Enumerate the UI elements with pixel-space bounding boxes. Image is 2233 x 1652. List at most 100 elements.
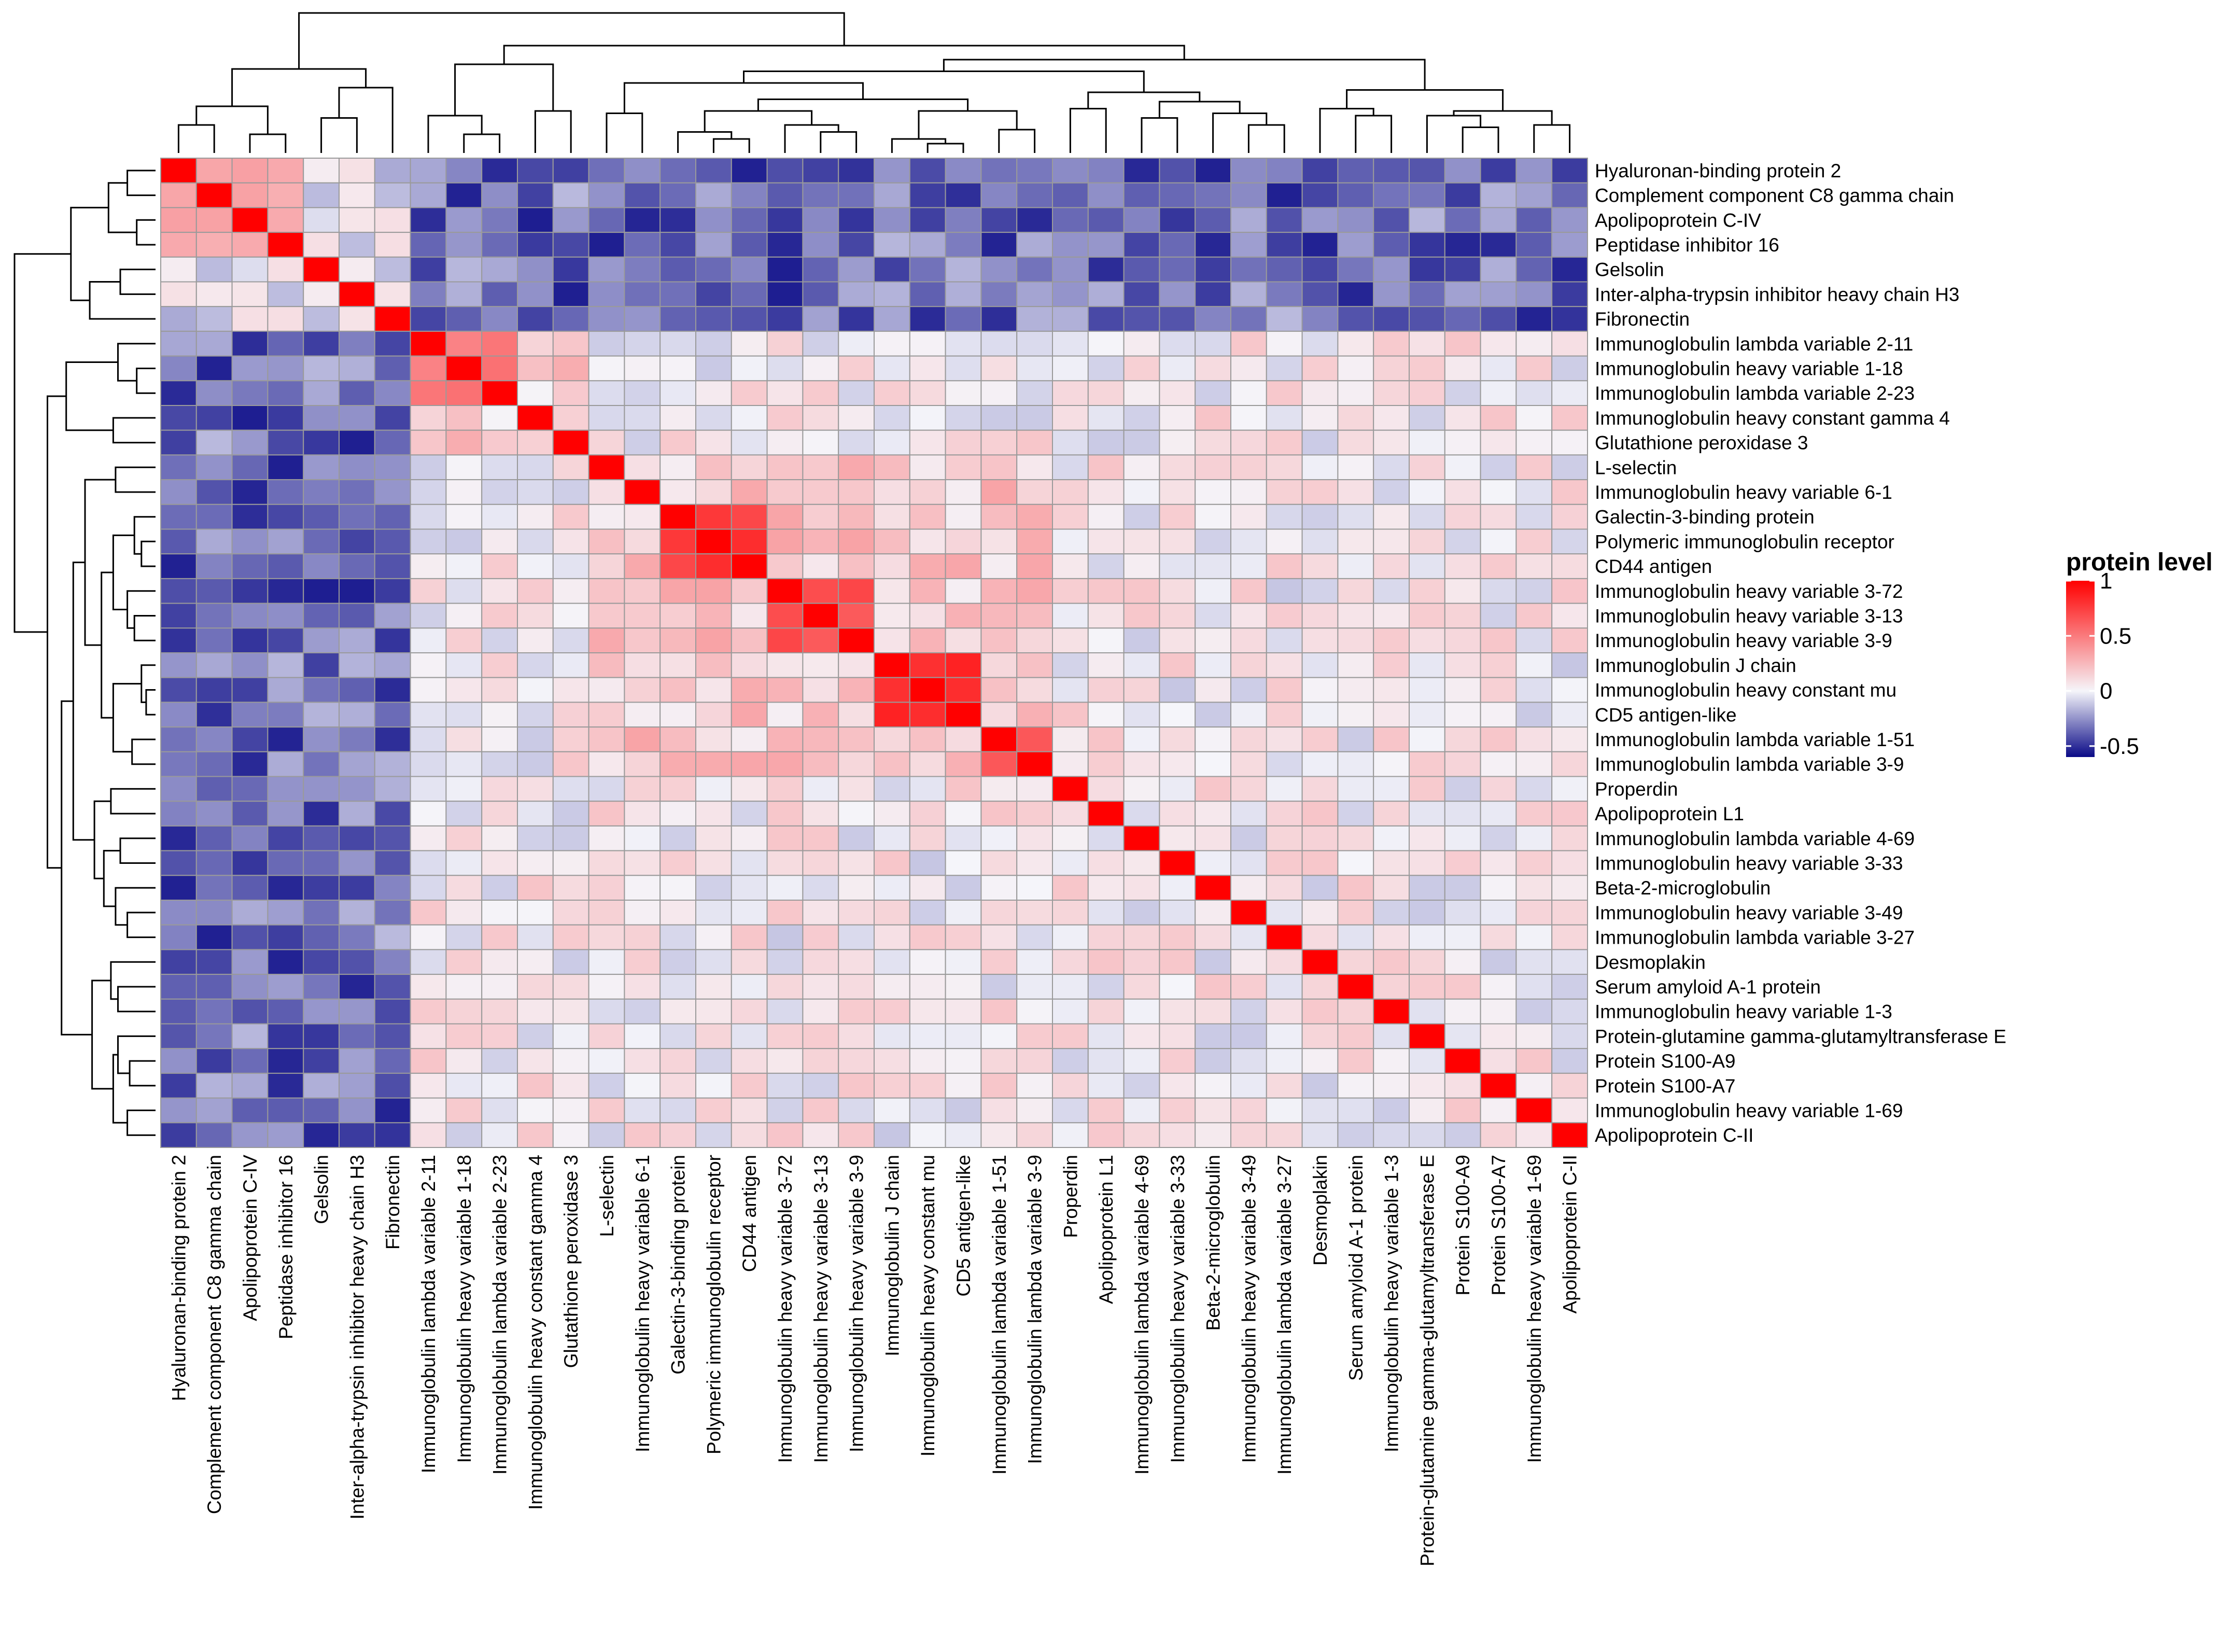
- heatmap-cell: [1230, 677, 1267, 703]
- heatmap-cell: [374, 1048, 411, 1074]
- heatmap-cell: [552, 900, 589, 926]
- heatmap-cell: [1195, 1048, 1231, 1074]
- heatmap-cell: [1123, 380, 1160, 406]
- row-label: Serum amyloid A-1 protein: [1595, 976, 1821, 998]
- heatmap-cell: [1266, 306, 1303, 332]
- heatmap-cell: [980, 1048, 1018, 1074]
- heatmap-cell: [410, 578, 447, 604]
- heatmap-cell: [231, 503, 269, 530]
- heatmap-cell: [766, 1072, 804, 1099]
- heatmap-cell: [374, 801, 411, 827]
- dendrogram-branch: [136, 219, 156, 246]
- heatmap-cell: [1266, 603, 1303, 629]
- heatmap-cell: [874, 751, 910, 777]
- heatmap-cell: [945, 1097, 982, 1124]
- heatmap-cell: [945, 801, 982, 827]
- heatmap-cell: [339, 677, 375, 703]
- legend-colorbar: [2066, 581, 2095, 757]
- dendrogram-branch: [145, 689, 156, 716]
- heatmap-cell: [160, 974, 197, 1000]
- heatmap-cell: [1230, 578, 1267, 604]
- heatmap-cell: [1301, 182, 1339, 208]
- heatmap-cell: [160, 306, 197, 332]
- heatmap-cell: [552, 974, 589, 1000]
- column-dendrogram: [177, 12, 1571, 153]
- heatmap-cell: [945, 330, 982, 357]
- heatmap-cell: [874, 825, 910, 851]
- heatmap-cell: [517, 726, 554, 752]
- heatmap-cell: [374, 553, 411, 579]
- heatmap-cell: [1159, 627, 1196, 654]
- heatmap-cell: [945, 232, 982, 258]
- heatmap-cell: [766, 232, 804, 258]
- heatmap-cell: [1159, 405, 1196, 431]
- heatmap-cell: [267, 1122, 304, 1149]
- heatmap-cell: [267, 751, 304, 777]
- heatmap-cell: [481, 553, 518, 579]
- heatmap-cell: [1515, 652, 1553, 678]
- heatmap-cell: [802, 850, 839, 876]
- heatmap-cell: [1301, 330, 1339, 357]
- dendrogram-branch: [1346, 89, 1504, 111]
- heatmap-cell: [1159, 578, 1196, 604]
- heatmap-cell: [374, 652, 411, 678]
- heatmap-cell: [695, 503, 732, 530]
- heatmap-cell: [1159, 1072, 1196, 1099]
- heatmap-cell: [231, 702, 269, 728]
- heatmap-cell: [874, 355, 910, 382]
- heatmap-cell: [874, 330, 910, 357]
- heatmap-cell: [1444, 924, 1481, 950]
- heatmap-cell: [1266, 355, 1303, 382]
- heatmap-cell: [1301, 1048, 1339, 1074]
- heatmap-cell: [1159, 1097, 1196, 1124]
- dendrogram-branch: [89, 281, 156, 320]
- heatmap-cell: [410, 677, 447, 703]
- heatmap-cell: [624, 751, 661, 777]
- heatmap-cell: [731, 1023, 768, 1049]
- heatmap-cell: [909, 776, 946, 802]
- heatmap-cell: [1444, 281, 1481, 307]
- heatmap-cell: [659, 949, 696, 975]
- heatmap-cell: [874, 232, 910, 258]
- heatmap-cell: [1016, 256, 1053, 283]
- heatmap-cell: [303, 801, 340, 827]
- heatmap-cell: [374, 726, 411, 752]
- heatmap-cell: [160, 998, 197, 1025]
- heatmap-cell: [874, 1023, 910, 1049]
- heatmap-cell: [1195, 232, 1231, 258]
- heatmap-cell: [1515, 949, 1553, 975]
- heatmap-cell: [1230, 924, 1267, 950]
- heatmap-cell: [1444, 1072, 1481, 1099]
- heatmap-cell: [1123, 949, 1160, 975]
- heatmap-cell: [1444, 1122, 1481, 1149]
- heatmap-cell: [945, 974, 982, 1000]
- heatmap-cell: [838, 875, 875, 901]
- heatmap-cell: [695, 281, 732, 307]
- heatmap-cell: [695, 603, 732, 629]
- heatmap-cell: [374, 1122, 411, 1149]
- heatmap-cell: [1123, 1023, 1160, 1049]
- heatmap-cell: [410, 207, 447, 233]
- heatmap-cell: [267, 306, 304, 332]
- heatmap-cell: [303, 232, 340, 258]
- heatmap-cell: [481, 949, 518, 975]
- heatmap-cell: [1016, 627, 1053, 654]
- heatmap-cell: [195, 974, 233, 1000]
- heatmap-cell: [195, 1122, 233, 1149]
- heatmap-cell: [980, 380, 1018, 406]
- heatmap-cell: [874, 207, 910, 233]
- row-label: Apolipoprotein C-II: [1595, 1125, 1753, 1146]
- heatmap-cell: [1480, 528, 1517, 555]
- dendrogram-branch: [1069, 108, 1107, 153]
- heatmap-cell: [695, 850, 732, 876]
- heatmap-cell: [624, 825, 661, 851]
- heatmap-cell: [1337, 256, 1374, 283]
- heatmap-cell: [624, 553, 661, 579]
- heatmap-cell: [1301, 924, 1339, 950]
- heatmap-cell: [1123, 801, 1160, 827]
- heatmap-cell: [517, 652, 554, 678]
- heatmap-cell: [267, 158, 304, 184]
- heatmap-cell: [838, 454, 875, 481]
- heatmap-cell: [588, 158, 625, 184]
- heatmap-cell: [588, 1122, 625, 1149]
